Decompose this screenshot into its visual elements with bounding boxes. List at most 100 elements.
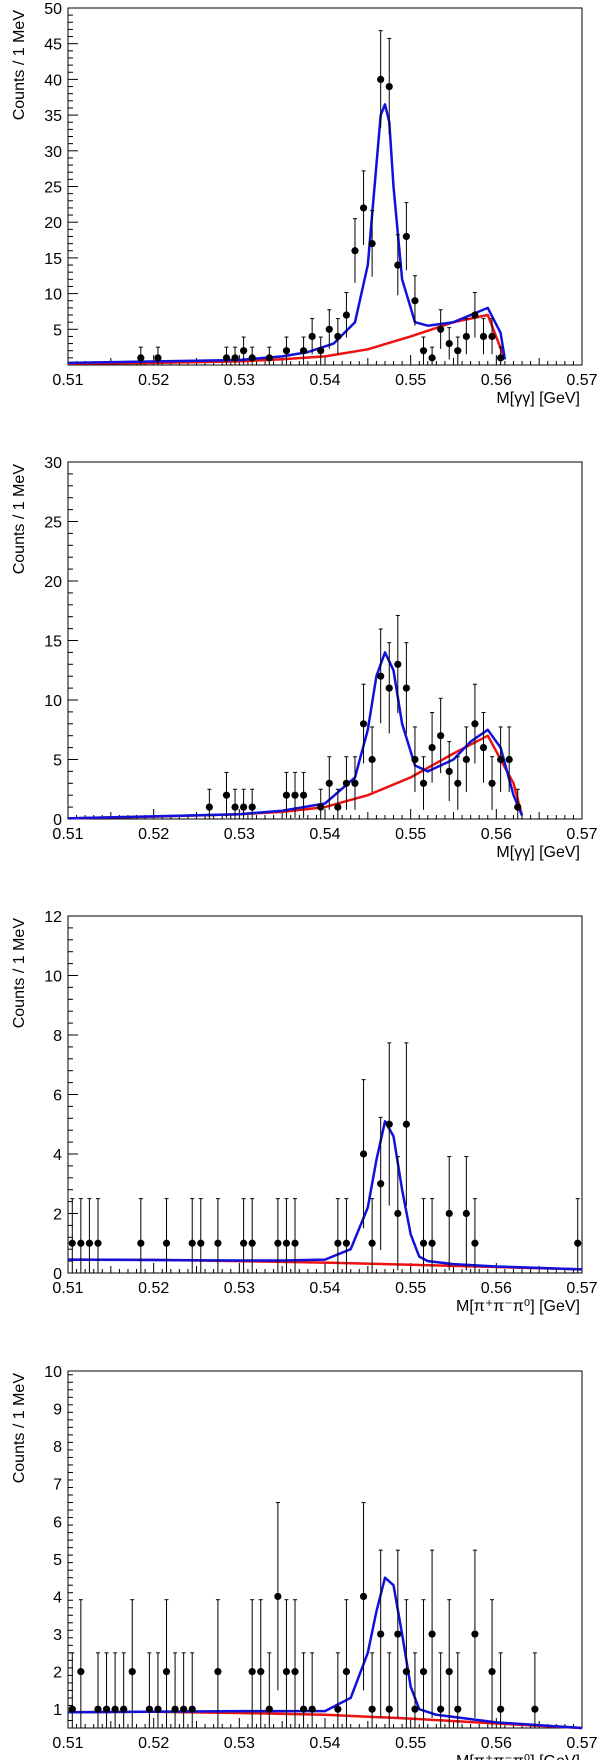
marker [299, 791, 308, 799]
data-point [428, 1549, 436, 1718]
data-point [462, 318, 470, 355]
y-tick-label: 2 [53, 1207, 62, 1224]
marker [351, 247, 359, 255]
marker [334, 1705, 342, 1713]
y-axis-title: Counts / 1 MeV [11, 10, 28, 121]
marker [428, 1630, 436, 1638]
marker [402, 232, 410, 241]
data-point [531, 1652, 539, 1728]
data-point [308, 1652, 316, 1728]
data-point [428, 346, 436, 365]
marker [214, 1239, 222, 1247]
fit-curve [67, 1120, 583, 1271]
marker [471, 1239, 479, 1247]
x-tick-label: 0.52 [138, 1280, 169, 1297]
data-point [351, 218, 359, 283]
marker [497, 755, 505, 764]
x-tick-label: 0.53 [224, 826, 255, 843]
marker [77, 1668, 85, 1676]
y-tick-label: 40 [44, 72, 62, 89]
marker [222, 354, 231, 362]
x-axis-title: M[π⁺π⁻π⁰] [GeV] [456, 1753, 580, 1760]
x-axis-title: M[γγ] [GeV] [496, 390, 580, 407]
data-point [497, 346, 505, 365]
marker [497, 354, 505, 362]
data-point [574, 1198, 582, 1273]
y-tick-label: 4 [53, 1147, 62, 1164]
marker [240, 803, 248, 811]
y-tick-label: 0 [53, 1266, 62, 1283]
marker [162, 1668, 171, 1676]
data-point [308, 318, 316, 355]
marker [454, 1705, 462, 1713]
x-tick-label: 0.55 [395, 1735, 426, 1752]
x-tick-label: 0.52 [138, 1735, 169, 1752]
marker [85, 1239, 94, 1247]
marker [180, 1705, 188, 1713]
background-curve [67, 313, 507, 365]
marker [162, 1239, 171, 1247]
marker [385, 1705, 393, 1713]
y-tick-label: 5 [53, 753, 62, 770]
data-point [377, 1549, 385, 1718]
data-point [394, 1156, 402, 1271]
data-point [137, 346, 145, 365]
data-point [180, 1652, 188, 1728]
marker [342, 779, 351, 787]
data-point [428, 712, 436, 783]
marker [454, 779, 462, 787]
marker [188, 1705, 196, 1713]
marker [111, 1705, 119, 1713]
data-point [291, 771, 299, 818]
marker [265, 1705, 273, 1713]
marker [419, 1668, 428, 1676]
data-point [205, 788, 213, 819]
marker [394, 660, 402, 668]
y-tick-label: 8 [53, 1439, 62, 1456]
data-point [402, 202, 410, 271]
data-point [342, 756, 351, 810]
marker [308, 332, 316, 341]
marker [137, 1239, 145, 1247]
data-point [291, 1599, 299, 1728]
marker [291, 791, 299, 799]
data-point [299, 1652, 308, 1728]
data-point [402, 1599, 410, 1728]
marker [385, 1120, 393, 1128]
data-point [94, 1198, 102, 1273]
data-point [154, 1652, 162, 1728]
data-point [68, 1198, 76, 1273]
marker [197, 1239, 205, 1247]
marker [317, 803, 325, 811]
marker [471, 720, 479, 728]
x-tick-label: 0.56 [481, 1735, 512, 1752]
y-tick-label: 5 [53, 322, 62, 339]
marker [359, 1592, 368, 1601]
marker [214, 1668, 222, 1676]
data-point [428, 1198, 436, 1273]
data-point [342, 1599, 351, 1728]
y-axis-title: Counts / 1 MeV [11, 464, 28, 575]
x-tick-label: 0.51 [52, 1735, 83, 1752]
data-point [411, 275, 419, 326]
x-tick-label: 0.54 [309, 372, 340, 389]
marker [454, 347, 462, 355]
marker [257, 1668, 265, 1676]
y-tick-label: 5 [53, 1552, 62, 1569]
data-point [188, 1652, 196, 1728]
data-point [145, 1652, 153, 1728]
data-point [120, 1652, 128, 1728]
data-point [342, 292, 351, 338]
marker [128, 1668, 136, 1676]
x-tick-label: 0.55 [395, 372, 426, 389]
x-tick-label: 0.57 [566, 372, 597, 389]
x-tick-label: 0.51 [52, 826, 83, 843]
data-point [488, 1599, 496, 1728]
marker [154, 354, 162, 362]
data-point [282, 1198, 291, 1273]
fit-curve [67, 103, 507, 365]
marker [479, 332, 488, 341]
marker [77, 1239, 85, 1247]
marker [488, 779, 496, 787]
